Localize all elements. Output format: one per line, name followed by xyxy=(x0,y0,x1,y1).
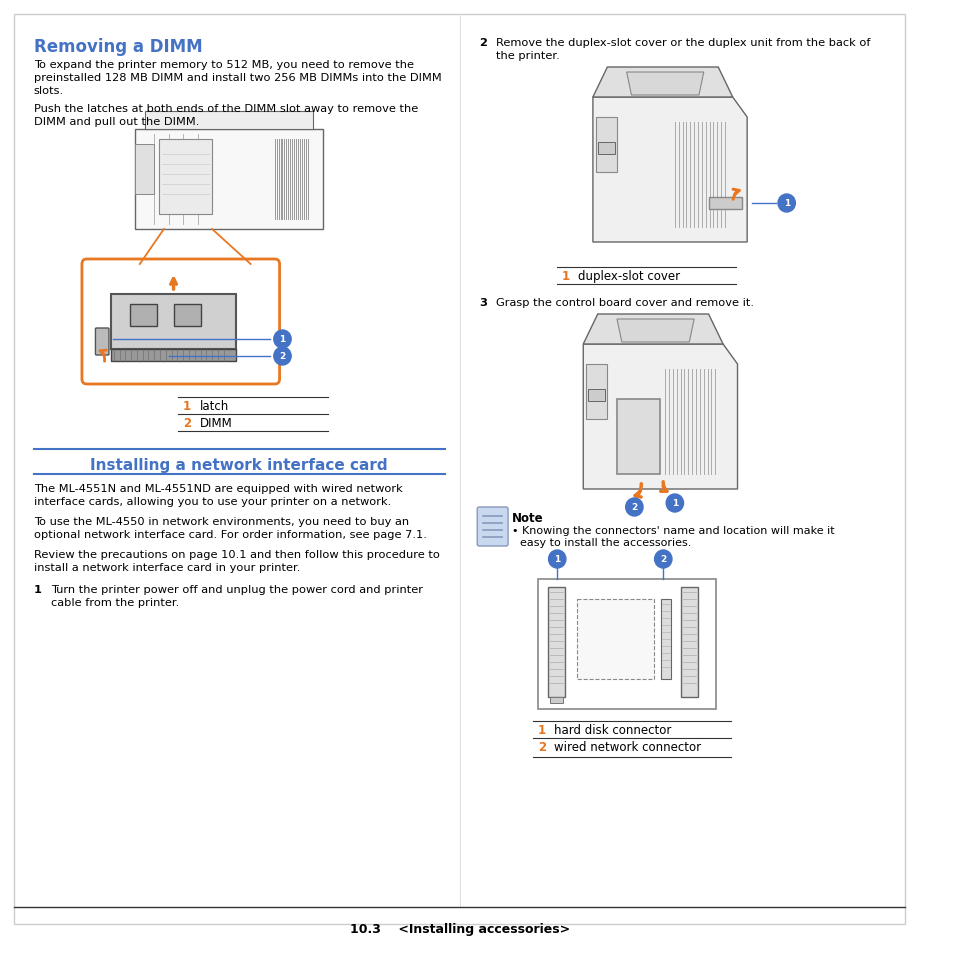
FancyBboxPatch shape xyxy=(596,118,617,172)
Text: Push the latches at both ends of the DIMM slot away to remove the: Push the latches at both ends of the DIM… xyxy=(33,104,417,113)
Text: cable from the printer.: cable from the printer. xyxy=(51,598,179,607)
Text: 1: 1 xyxy=(671,499,678,508)
Text: To expand the printer memory to 512 MB, you need to remove the: To expand the printer memory to 512 MB, … xyxy=(33,60,414,70)
FancyBboxPatch shape xyxy=(134,130,323,230)
Text: duplex-slot cover: duplex-slot cover xyxy=(578,270,679,283)
FancyBboxPatch shape xyxy=(173,305,200,327)
FancyBboxPatch shape xyxy=(549,698,562,703)
FancyBboxPatch shape xyxy=(576,599,653,679)
Polygon shape xyxy=(592,68,732,98)
FancyBboxPatch shape xyxy=(708,198,741,210)
Text: The ML-4551N and ML-4551ND are equipped with wired network: The ML-4551N and ML-4551ND are equipped … xyxy=(33,483,402,494)
FancyBboxPatch shape xyxy=(598,143,615,154)
Text: • Knowing the connectors' name and location will make it: • Knowing the connectors' name and locat… xyxy=(512,525,834,536)
Text: wired network connector: wired network connector xyxy=(554,740,700,753)
Text: Note: Note xyxy=(512,512,543,524)
Circle shape xyxy=(654,551,671,568)
Circle shape xyxy=(625,498,642,517)
Polygon shape xyxy=(592,98,746,243)
Circle shape xyxy=(274,331,291,349)
Text: 2: 2 xyxy=(183,416,192,430)
Text: Turn the printer power off and unplug the power cord and printer: Turn the printer power off and unplug th… xyxy=(51,584,422,595)
FancyBboxPatch shape xyxy=(660,599,670,679)
Text: preinstalled 128 MB DIMM and install two 256 MB DIMMs into the DIMM: preinstalled 128 MB DIMM and install two… xyxy=(33,73,441,83)
Text: 1: 1 xyxy=(554,555,559,564)
Text: DIMM and pull out the DIMM.: DIMM and pull out the DIMM. xyxy=(33,117,199,127)
Polygon shape xyxy=(626,73,703,96)
Text: 1: 1 xyxy=(183,399,192,413)
Text: Review the precautions on page 10.1 and then follow this procedure to: Review the precautions on page 10.1 and … xyxy=(33,550,439,559)
FancyBboxPatch shape xyxy=(587,390,605,401)
FancyBboxPatch shape xyxy=(476,507,508,546)
Text: DIMM: DIMM xyxy=(199,416,233,430)
Text: Removing a DIMM: Removing a DIMM xyxy=(33,38,202,56)
Polygon shape xyxy=(582,345,737,490)
Polygon shape xyxy=(582,314,722,345)
Text: hard disk connector: hard disk connector xyxy=(554,723,671,737)
Circle shape xyxy=(665,495,682,513)
Text: 2: 2 xyxy=(631,503,637,512)
Text: 2: 2 xyxy=(478,38,487,48)
Circle shape xyxy=(274,348,291,366)
Text: install a network interface card in your printer.: install a network interface card in your… xyxy=(33,562,300,573)
Text: Installing a network interface card: Installing a network interface card xyxy=(91,457,388,473)
FancyBboxPatch shape xyxy=(537,579,716,709)
Text: 2: 2 xyxy=(279,352,285,361)
FancyBboxPatch shape xyxy=(617,399,659,475)
FancyBboxPatch shape xyxy=(145,112,313,130)
Text: Remove the duplex-slot cover or the duplex unit from the back of: Remove the duplex-slot cover or the dupl… xyxy=(496,38,870,48)
FancyBboxPatch shape xyxy=(111,294,236,350)
Text: 1: 1 xyxy=(537,723,545,737)
FancyBboxPatch shape xyxy=(82,260,279,385)
FancyBboxPatch shape xyxy=(134,145,154,194)
Circle shape xyxy=(778,194,795,213)
Text: slots.: slots. xyxy=(33,86,64,96)
FancyBboxPatch shape xyxy=(547,587,564,698)
FancyBboxPatch shape xyxy=(679,587,698,698)
Polygon shape xyxy=(617,319,694,343)
Text: 2: 2 xyxy=(659,555,666,564)
Text: To use the ML-4550 in network environments, you need to buy an: To use the ML-4550 in network environmen… xyxy=(33,517,409,526)
Text: latch: latch xyxy=(199,399,229,413)
Text: interface cards, allowing you to use your printer on a network.: interface cards, allowing you to use you… xyxy=(33,497,391,506)
FancyBboxPatch shape xyxy=(111,350,236,361)
FancyBboxPatch shape xyxy=(95,329,109,355)
Text: 3: 3 xyxy=(478,297,487,308)
Text: the printer.: the printer. xyxy=(496,51,559,61)
Text: 2: 2 xyxy=(537,740,545,753)
Text: optional network interface card. For order information, see page 7.1.: optional network interface card. For ord… xyxy=(33,530,426,539)
FancyBboxPatch shape xyxy=(585,365,607,419)
FancyBboxPatch shape xyxy=(159,140,212,214)
Text: easy to install the accessories.: easy to install the accessories. xyxy=(519,537,690,547)
FancyBboxPatch shape xyxy=(130,305,157,327)
Text: 10.3    <Installing accessories>: 10.3 <Installing accessories> xyxy=(350,923,569,936)
Text: 1: 1 xyxy=(561,270,570,283)
Circle shape xyxy=(548,551,565,568)
Text: Grasp the control board cover and remove it.: Grasp the control board cover and remove… xyxy=(496,297,754,308)
Text: 1: 1 xyxy=(782,199,789,209)
Text: 1: 1 xyxy=(279,335,285,344)
Text: 1: 1 xyxy=(33,584,42,595)
